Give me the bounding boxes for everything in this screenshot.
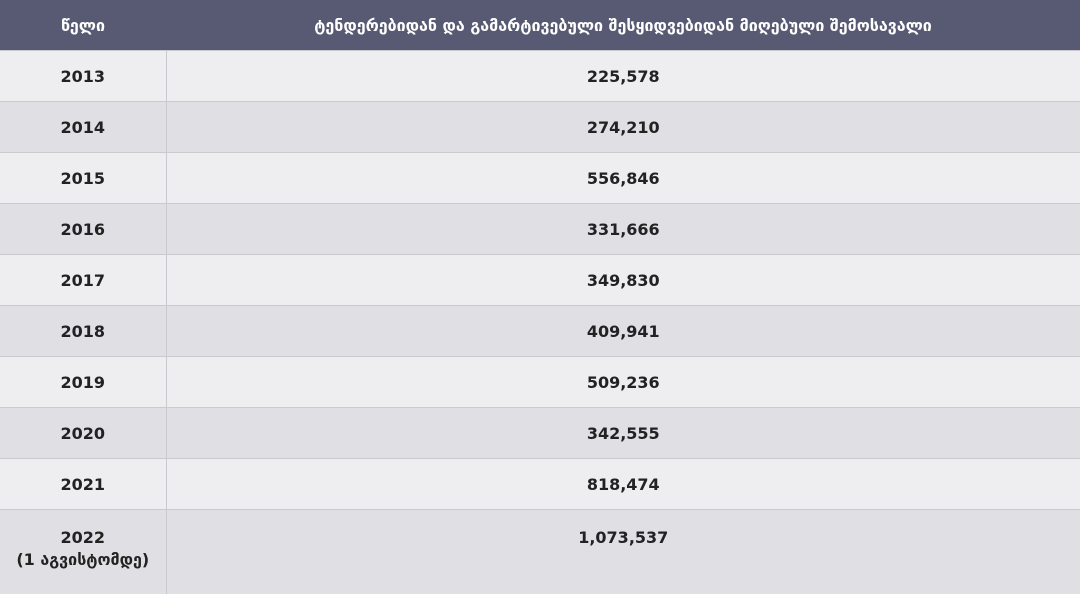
year-cell: 2013 — [0, 50, 167, 102]
year-cell: 2022 (1 აგვისტომდე) — [0, 509, 167, 594]
value-cell: 509,236 — [166, 356, 1080, 408]
value-cell: 556,846 — [166, 152, 1080, 204]
year-cell: 2016 — [0, 203, 167, 255]
table-row: 2014 274,210 — [0, 101, 1080, 153]
value-cell: 818,474 — [166, 458, 1080, 510]
year-label: 2022 — [60, 528, 106, 547]
table-row: 2017 349,830 — [0, 254, 1080, 306]
value-cell: 1,073,537 — [166, 509, 1080, 594]
year-cell: 2018 — [0, 305, 167, 357]
year-cell: 2019 — [0, 356, 167, 408]
value-cell: 331,666 — [166, 203, 1080, 255]
table-row: 2015 556,846 — [0, 152, 1080, 204]
header-income: ტენდერებიდან და გამარტივებული შესყიდვები… — [166, 0, 1080, 51]
value-cell: 409,941 — [166, 305, 1080, 357]
year-cell: 2020 — [0, 407, 167, 459]
year-note: (1 აგვისტომდე) — [16, 550, 150, 569]
header-year: წელი — [0, 0, 166, 51]
value-cell: 225,578 — [166, 50, 1080, 102]
table-row: 2018 409,941 — [0, 305, 1080, 357]
year-cell: 2021 — [0, 458, 167, 510]
table-row: 2022 (1 აგვისტომდე) 1,073,537 — [0, 509, 1080, 594]
table-row: 2019 509,236 — [0, 356, 1080, 408]
header-row: წელი ტენდერებიდან და გამარტივებული შესყი… — [0, 0, 1080, 51]
year-cell: 2015 — [0, 152, 167, 204]
value-cell: 342,555 — [166, 407, 1080, 459]
table-row: 2016 331,666 — [0, 203, 1080, 255]
value-cell: 349,830 — [166, 254, 1080, 306]
table-row: 2020 342,555 — [0, 407, 1080, 459]
year-cell: 2017 — [0, 254, 167, 306]
year-cell: 2014 — [0, 101, 167, 153]
table-row: 2013 225,578 — [0, 50, 1080, 102]
table-row: 2021 818,474 — [0, 458, 1080, 510]
value-cell: 274,210 — [166, 101, 1080, 153]
